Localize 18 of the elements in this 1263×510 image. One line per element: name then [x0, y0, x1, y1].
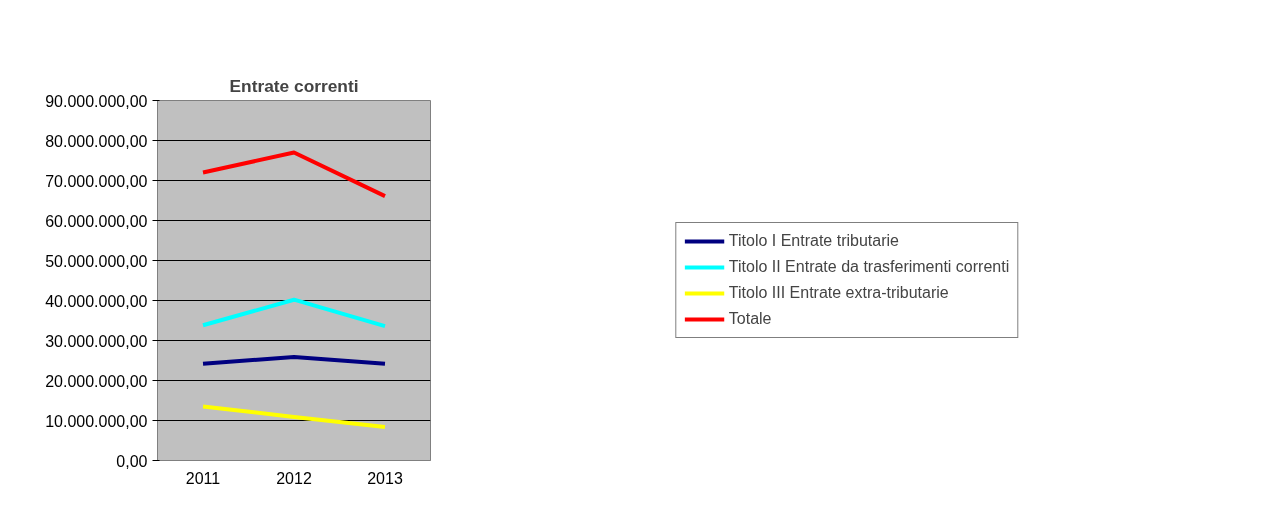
- y-tick-label: 80.000.000,00: [45, 132, 148, 150]
- y-tick-label: 70.000.000,00: [45, 172, 148, 190]
- chart-title: Entrate correnti: [229, 75, 359, 96]
- y-tick-label: 90.000.000,00: [45, 92, 148, 110]
- x-tick-label: 2012: [276, 469, 312, 487]
- y-tick-label: 30.000.000,00: [45, 332, 148, 350]
- y-tick-label: 40.000.000,00: [45, 292, 148, 310]
- x-tick-label: 2011: [185, 469, 221, 487]
- legend-label: Titolo I Entrate tributarie: [728, 232, 899, 250]
- y-tick-label: 20.000.000,00: [45, 372, 148, 390]
- y-tick-label: 60.000.000,00: [45, 212, 148, 230]
- y-tick-label: 50.000.000,00: [45, 252, 148, 270]
- y-tick-label: 0,00: [116, 452, 148, 470]
- legend-label: Titolo III Entrate extra-tributarie: [728, 284, 949, 302]
- y-tick-label: 10.000.000,00: [45, 412, 148, 430]
- x-tick-label: 2013: [367, 469, 403, 487]
- legend-label: Totale: [728, 310, 772, 328]
- legend-label: Titolo II Entrate da trasferimenti correnti: [728, 258, 1010, 276]
